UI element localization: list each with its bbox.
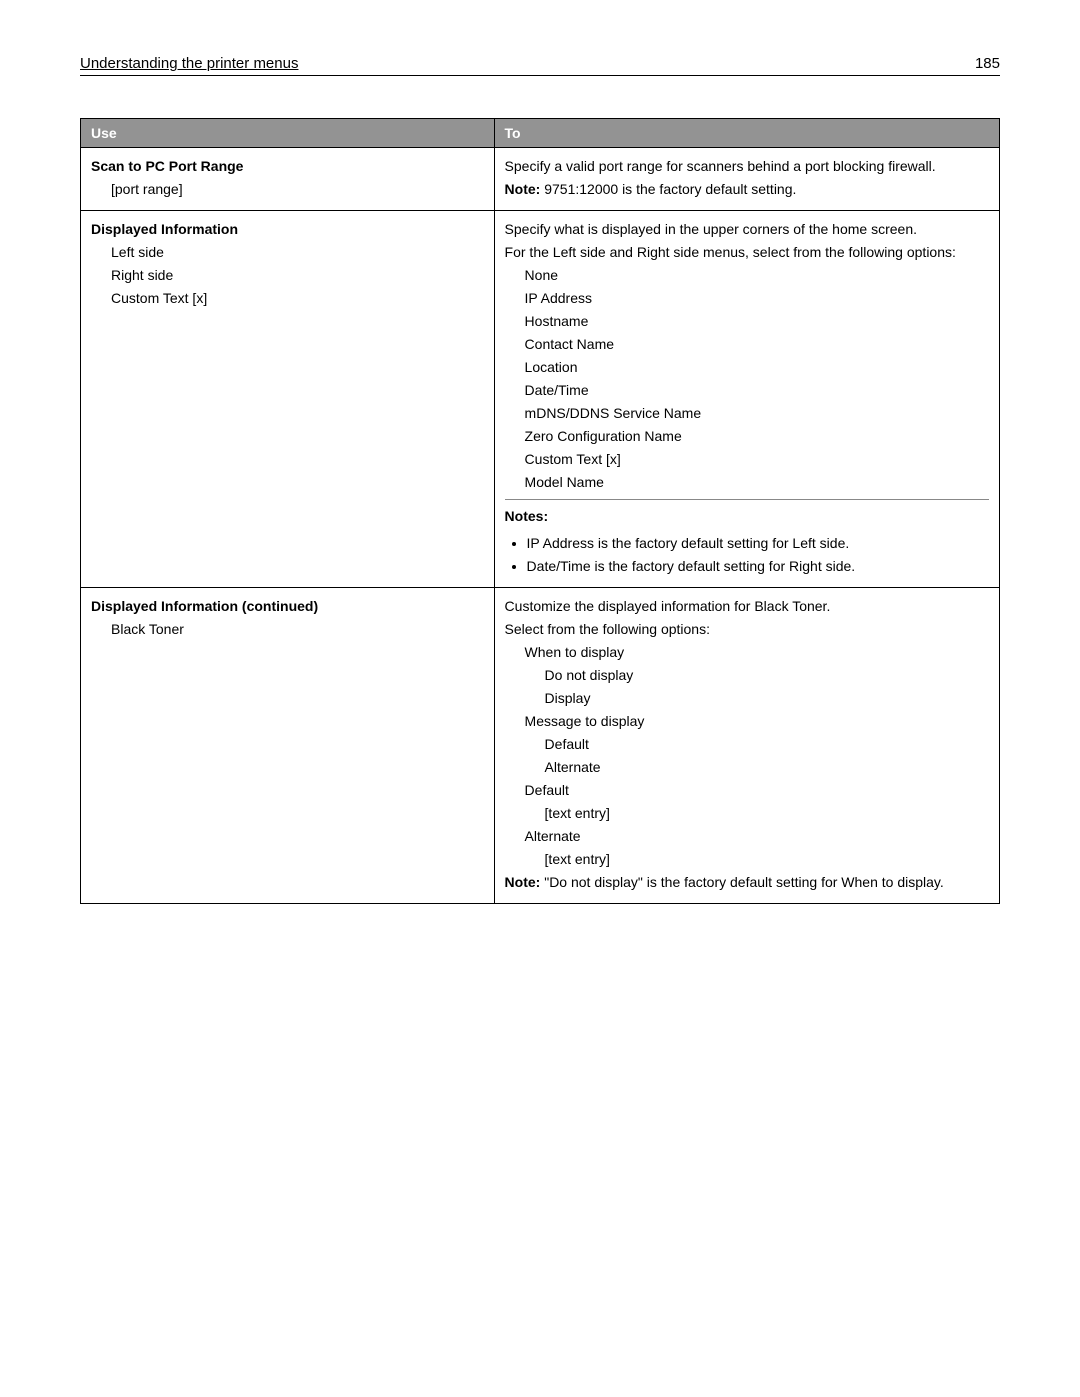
to-cell: Specify a valid port range for scanners … bbox=[494, 148, 999, 211]
group-sub: [text entry] bbox=[505, 849, 989, 870]
group-h: Message to display bbox=[505, 711, 989, 732]
to-desc2: For the Left side and Right side menus, … bbox=[505, 242, 989, 263]
group-sub: Do not display bbox=[505, 665, 989, 686]
th-use: Use bbox=[81, 119, 495, 148]
to-desc: Specify a valid port range for scanners … bbox=[505, 156, 989, 177]
use-item: Custom Text [x] bbox=[91, 288, 484, 309]
use-item: Right side bbox=[91, 265, 484, 286]
menu-table: Use To Scan to PC Port Range [port range… bbox=[80, 118, 1000, 904]
notes-label: Notes: bbox=[505, 506, 989, 527]
use-item: [port range] bbox=[91, 179, 484, 200]
use-item: Left side bbox=[91, 242, 484, 263]
use-cell: Displayed Information Left side Right si… bbox=[81, 211, 495, 588]
to-desc: Customize the displayed information for … bbox=[505, 596, 989, 617]
opt: Model Name bbox=[505, 472, 989, 493]
opt: Custom Text [x] bbox=[505, 449, 989, 470]
opt: Date/Time bbox=[505, 380, 989, 401]
opt: Contact Name bbox=[505, 334, 989, 355]
to-cell: Customize the displayed information for … bbox=[494, 588, 999, 904]
opt: None bbox=[505, 265, 989, 286]
opt: Hostname bbox=[505, 311, 989, 332]
header-title: Understanding the printer menus bbox=[80, 55, 298, 72]
th-to: To bbox=[494, 119, 999, 148]
group-sub: Alternate bbox=[505, 757, 989, 778]
group-sub: Display bbox=[505, 688, 989, 709]
use-title: Displayed Information (continued) bbox=[91, 596, 484, 617]
group-sub: Default bbox=[505, 734, 989, 755]
use-title: Scan to PC Port Range bbox=[91, 156, 484, 177]
note-label: Note: bbox=[505, 874, 541, 890]
note-bullet: Date/Time is the factory default setting… bbox=[527, 556, 989, 577]
opt: Zero Configuration Name bbox=[505, 426, 989, 447]
group-h: Alternate bbox=[505, 826, 989, 847]
note-text: 9751:12000 is the factory default settin… bbox=[540, 181, 796, 197]
notes-list: IP Address is the factory default settin… bbox=[505, 533, 989, 577]
table-row: Displayed Information Left side Right si… bbox=[81, 211, 1000, 588]
note-label: Note: bbox=[505, 181, 541, 197]
group-h: Default bbox=[505, 780, 989, 801]
note-bullet: IP Address is the factory default settin… bbox=[527, 533, 989, 554]
to-note: Note: 9751:12000 is the factory default … bbox=[505, 179, 989, 200]
to-desc: Specify what is displayed in the upper c… bbox=[505, 219, 989, 240]
opt: mDNS/DDNS Service Name bbox=[505, 403, 989, 424]
separator bbox=[505, 499, 989, 500]
use-item: Black Toner bbox=[91, 619, 484, 640]
to-desc2: Select from the following options: bbox=[505, 619, 989, 640]
group-sub: [text entry] bbox=[505, 803, 989, 824]
use-cell: Scan to PC Port Range [port range] bbox=[81, 148, 495, 211]
page-number: 185 bbox=[975, 55, 1000, 72]
opt: Location bbox=[505, 357, 989, 378]
to-note: Note: "Do not display" is the factory de… bbox=[505, 872, 989, 893]
use-cell: Displayed Information (continued) Black … bbox=[81, 588, 495, 904]
group-h: When to display bbox=[505, 642, 989, 663]
opt: IP Address bbox=[505, 288, 989, 309]
use-title: Displayed Information bbox=[91, 219, 484, 240]
table-row: Displayed Information (continued) Black … bbox=[81, 588, 1000, 904]
note-text: "Do not display" is the factory default … bbox=[540, 874, 943, 890]
table-row: Scan to PC Port Range [port range] Speci… bbox=[81, 148, 1000, 211]
to-cell: Specify what is displayed in the upper c… bbox=[494, 211, 999, 588]
page-header: Understanding the printer menus 185 bbox=[80, 55, 1000, 76]
